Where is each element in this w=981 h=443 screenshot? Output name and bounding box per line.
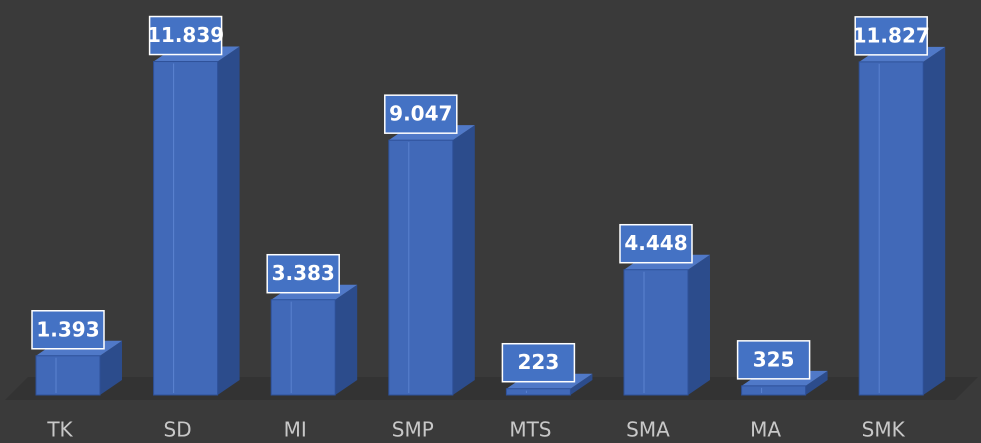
- bar: [858, 61, 924, 396]
- data-label-box: [619, 223, 693, 264]
- data-label: 1.393: [36, 317, 99, 341]
- data-label-box: [736, 340, 811, 380]
- bar: [505, 388, 571, 396]
- bar: [388, 139, 454, 396]
- data-label: 223: [518, 350, 560, 374]
- bar: [153, 61, 219, 396]
- floor: [5, 377, 978, 400]
- x-tick-label: TK: [46, 418, 73, 442]
- x-tick-label: SMK: [862, 418, 906, 442]
- data-label: 11.827: [853, 23, 930, 47]
- data-label-box: [854, 16, 928, 56]
- bar: [741, 385, 807, 396]
- bar-side: [688, 254, 710, 395]
- x-tick-label: MA: [750, 418, 781, 442]
- data-label: 11.839: [147, 23, 224, 47]
- bar-side: [805, 370, 828, 395]
- x-tick-label: SMP: [392, 418, 434, 442]
- data-label-box: [148, 15, 223, 56]
- data-label-box: [384, 94, 458, 134]
- bar: [35, 355, 101, 396]
- x-tick-label: MI: [284, 418, 307, 442]
- data-label: 9.047: [389, 102, 452, 126]
- x-tick-label: MTS: [509, 418, 551, 442]
- data-label: 325: [753, 347, 795, 371]
- bar-side: [452, 125, 475, 395]
- bar-side: [923, 46, 946, 395]
- data-label-box: [266, 253, 340, 294]
- x-tick-label: SD: [164, 418, 192, 442]
- x-tick-label: SMA: [626, 418, 670, 442]
- bar-side: [217, 46, 240, 396]
- bar-side: [100, 340, 122, 395]
- data-label: 4.448: [624, 231, 687, 255]
- bar: [270, 299, 336, 396]
- data-label: 3.383: [272, 261, 335, 285]
- data-label-box: [31, 310, 105, 350]
- bar: [623, 269, 689, 396]
- bar-side: [570, 373, 593, 395]
- data-label-box: [501, 342, 576, 383]
- bar-side: [335, 284, 358, 395]
